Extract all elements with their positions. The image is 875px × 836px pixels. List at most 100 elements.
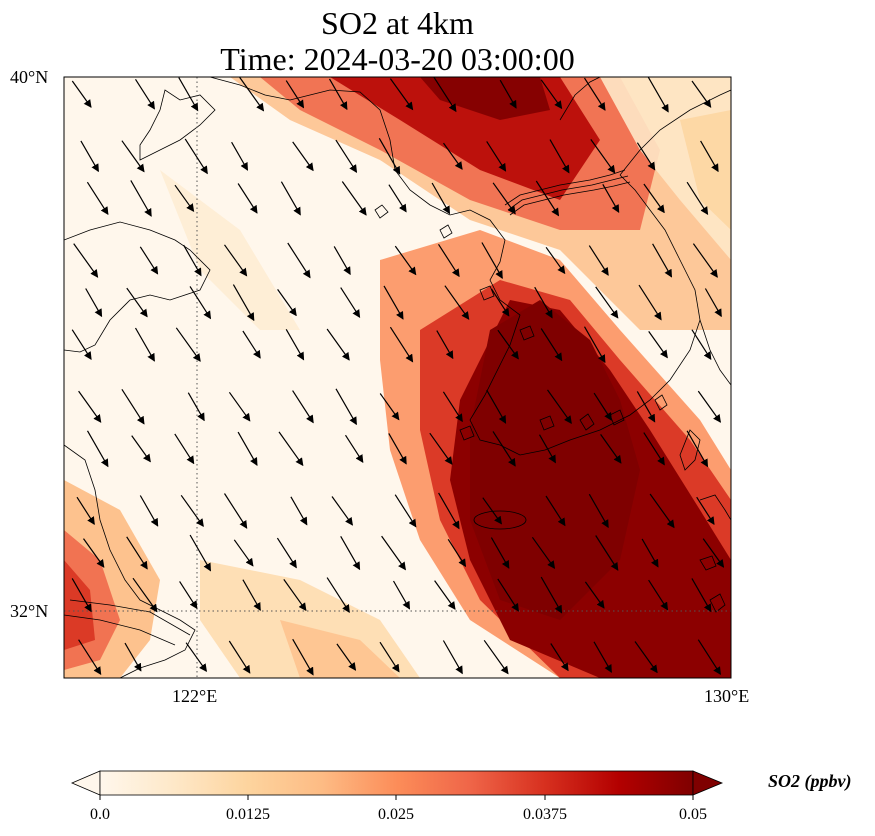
wind-arrow (499, 79, 517, 109)
colorbar-label: SO2 (ppbv) (768, 771, 852, 791)
wind-arrow (292, 390, 314, 424)
wind-arrow (132, 577, 158, 613)
wind-arrow (139, 246, 159, 275)
wind-arrow (285, 80, 305, 109)
wind-arrow (71, 578, 92, 613)
wind-arrow (443, 142, 463, 170)
wind-arrow (643, 432, 665, 466)
wind-arrow (379, 393, 400, 421)
wind-arrow (595, 286, 619, 319)
wind-arrow (126, 536, 148, 570)
wind-arrow (583, 326, 606, 364)
wind-arrow (497, 578, 519, 612)
colorbar-min-extend (70, 770, 101, 796)
wind-arrow (237, 183, 258, 214)
wind-arrow (545, 246, 566, 275)
wind-arrow (389, 78, 414, 111)
wind-arrow (131, 435, 151, 463)
wind-arrow (277, 289, 297, 317)
wind-vectors (71, 77, 725, 676)
wind-arrow (134, 78, 155, 110)
wind-arrow (233, 539, 254, 567)
lon-label-130e: 130°E (704, 686, 750, 706)
wind-arrow (686, 181, 709, 216)
wind-arrow (700, 140, 719, 173)
wind-arrow (535, 180, 560, 217)
wind-arrow (636, 391, 656, 423)
wind-arrow (130, 180, 152, 217)
wind-arrow (85, 288, 103, 318)
wind-arrow (124, 642, 142, 672)
gridlines (64, 77, 731, 678)
wind-arrow (691, 80, 712, 108)
colorbar-tick-0: 0.0 (90, 806, 110, 823)
colorbar-tick-4: 0.05 (679, 806, 707, 823)
wind-arrow (121, 388, 145, 425)
wind-arrow (702, 538, 725, 568)
wind-arrow (78, 639, 102, 676)
wind-arrow (437, 243, 460, 278)
wind-arrow (538, 434, 556, 464)
wind-arrow (341, 181, 367, 216)
colorbar-tick-3: 0.0375 (523, 806, 567, 823)
wind-arrow (174, 184, 195, 213)
wind-arrow (185, 642, 207, 673)
wind-arrow (602, 184, 620, 213)
wind-arrow (231, 141, 249, 171)
wind-arrow (442, 640, 463, 675)
wind-arrow (648, 331, 668, 359)
wind-arrow (697, 390, 721, 423)
wind-arrow (438, 492, 460, 530)
wind-arrow (86, 181, 109, 216)
wind-arrow (692, 243, 718, 278)
wind-arrow (482, 497, 502, 525)
wind-arrow (600, 434, 622, 464)
wind-arrow (691, 329, 712, 361)
wind-arrow (189, 286, 212, 320)
wind-arrow (134, 327, 155, 362)
wind-arrow (394, 494, 417, 528)
wind-arrow (442, 391, 463, 423)
wind-arrow (223, 493, 248, 529)
wind-arrow (340, 287, 361, 318)
wind-arrow (378, 138, 401, 175)
colorbar-tick-2: 0.025 (378, 806, 414, 823)
wind-arrow (434, 580, 456, 610)
wind-arrow (704, 288, 722, 318)
wind-arrow (228, 640, 251, 674)
wind-arrow (278, 431, 304, 467)
wind-arrow (340, 536, 361, 571)
wind-arrow (276, 537, 297, 569)
wind-arrow (388, 433, 407, 465)
wind-arrow (593, 392, 612, 421)
wind-arrow (590, 139, 616, 174)
wind-arrow (232, 284, 255, 322)
wind-arrow (86, 430, 109, 468)
wind-arrow (326, 577, 350, 613)
wind-arrow (583, 77, 606, 111)
wind-arrow (392, 580, 411, 610)
wind-arrow (335, 388, 357, 426)
wind-arrow (394, 245, 417, 276)
wind-arrow (383, 285, 404, 320)
wind-arrow (534, 286, 553, 319)
wind-arrow (436, 330, 454, 360)
wind-arrow (328, 78, 348, 111)
wind-arrow (121, 140, 145, 173)
wind-arrow (447, 538, 467, 568)
wind-arrow (180, 494, 204, 528)
wind-arrow (126, 287, 148, 318)
wind-arrow (83, 538, 105, 568)
wind-arrow (545, 495, 566, 527)
colorbar-gradient (99, 770, 694, 796)
colorbar (70, 770, 724, 800)
wind-arrow (80, 140, 99, 173)
wind-arrow (189, 534, 212, 572)
wind-arrow (326, 328, 350, 361)
wind-arrow (691, 578, 712, 613)
wind-arrow (71, 80, 92, 108)
wind-arrow (490, 537, 510, 569)
wind-arrow (547, 389, 572, 425)
wind-arrow (595, 535, 619, 571)
